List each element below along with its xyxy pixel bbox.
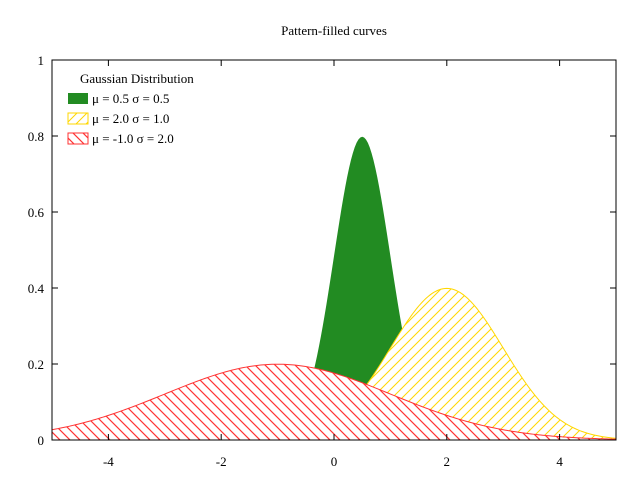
x-tick-label: -2 bbox=[216, 454, 227, 469]
legend-title: Gaussian Distribution bbox=[80, 71, 194, 86]
y-tick-label: 0.2 bbox=[28, 357, 44, 372]
y-tick-label: 0.8 bbox=[28, 129, 44, 144]
x-tick-label: 4 bbox=[556, 454, 563, 469]
y-tick-label: 1 bbox=[38, 53, 45, 68]
axes: 0 0.2 0.4 0.6 0.8 1 -4 -2 0 2 4 bbox=[28, 53, 617, 469]
legend-swatch-1 bbox=[68, 93, 88, 104]
legend: Gaussian Distribution μ = 0.5 σ = 0.5 μ =… bbox=[67, 71, 194, 146]
series-area-3 bbox=[52, 363, 616, 440]
y-tick-label: 0.6 bbox=[28, 205, 45, 220]
legend-swatch-3 bbox=[67, 132, 89, 145]
chart-title: Pattern-filled curves bbox=[281, 23, 387, 38]
y-tick-label: 0.4 bbox=[28, 281, 45, 296]
legend-swatch-2 bbox=[67, 112, 89, 125]
x-tick-label: 2 bbox=[444, 454, 451, 469]
x-tick-label: -4 bbox=[103, 454, 114, 469]
series-area-1 bbox=[52, 136, 616, 440]
x-tick-label: 0 bbox=[331, 454, 338, 469]
y-tick-label: 0 bbox=[38, 433, 45, 448]
series-layer bbox=[52, 136, 616, 440]
legend-label-2: μ = 2.0 σ = 1.0 bbox=[92, 111, 169, 126]
legend-label-3: μ = -1.0 σ = 2.0 bbox=[92, 131, 174, 146]
legend-label-1: μ = 0.5 σ = 0.5 bbox=[92, 91, 169, 106]
